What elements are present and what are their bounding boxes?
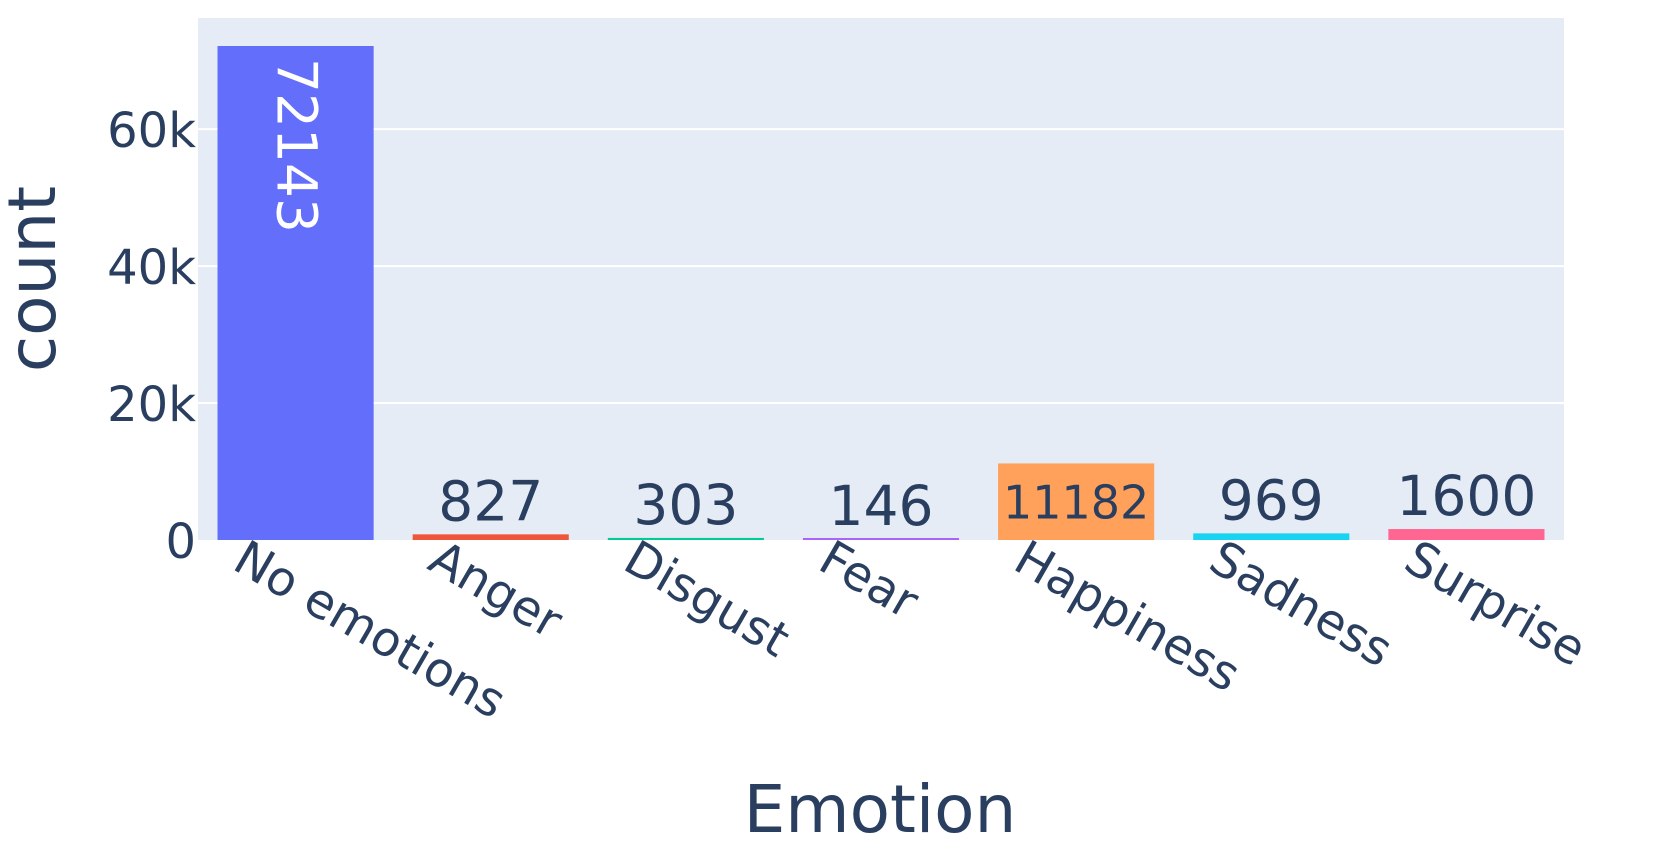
bar-value-label: 146: [829, 474, 934, 538]
y-grid-lines: [198, 128, 1564, 405]
bar-value-label: 303: [633, 473, 738, 537]
x-tick-label: Surprise: [1395, 530, 1595, 678]
bar-sadness: [1193, 533, 1350, 540]
bar-anger: [412, 534, 569, 540]
bar-fear: [802, 538, 960, 540]
y-axis-tick-labels: 0 20k 40k 60k: [107, 103, 196, 570]
y-tick-label: 0: [165, 514, 196, 570]
bar-value-label: 72143: [265, 58, 329, 233]
x-tick-label: Fear: [810, 530, 928, 630]
bar-disgust: [607, 537, 764, 540]
bar-value-labels: 72143 827 303 146 11182 969 1600: [265, 58, 1537, 538]
bar-value-label: 827: [438, 469, 543, 533]
y-tick-label: 40k: [107, 240, 196, 296]
x-tick-label: Disgust: [615, 530, 799, 669]
bar-no-emotions: [217, 46, 374, 540]
x-tick-label: Anger: [420, 530, 572, 650]
bar-value-label: 11182: [1003, 476, 1149, 530]
bar-value-label: 1600: [1396, 464, 1536, 528]
bar-happiness: [998, 463, 1155, 540]
y-tick-label: 20k: [107, 377, 196, 433]
plot-background: [198, 18, 1564, 540]
y-tick-label: 60k: [107, 103, 196, 159]
x-axis-title: Emotion: [744, 771, 1017, 848]
y-axis-title: count: [0, 186, 71, 372]
bar-surprise: [1388, 529, 1545, 540]
bar-value-label: 969: [1219, 468, 1324, 532]
bars: [217, 46, 1545, 540]
